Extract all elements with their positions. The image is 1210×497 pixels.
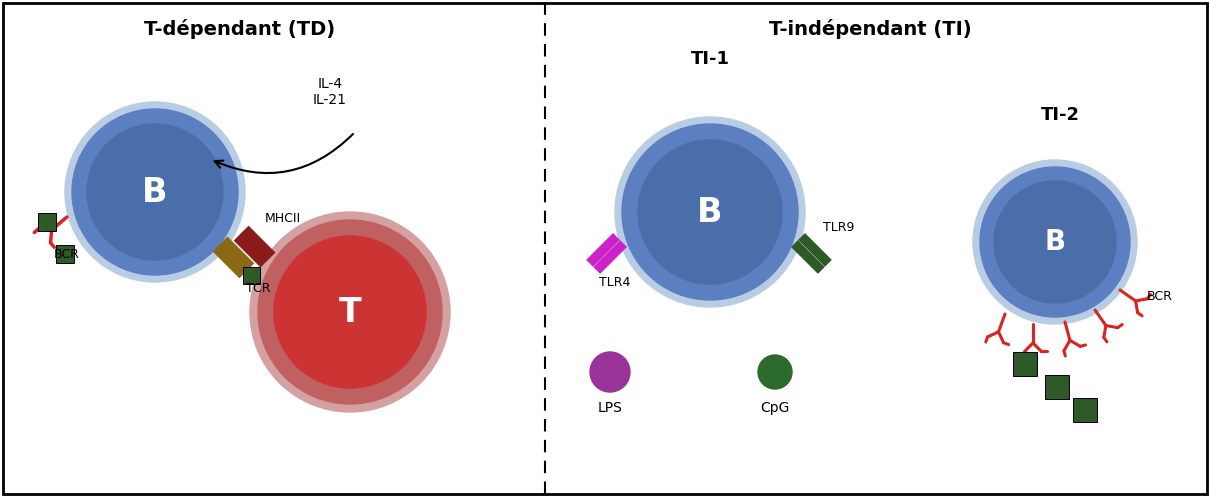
Circle shape [87,124,223,260]
Text: BCR: BCR [54,248,80,260]
Text: T-dépendant (TD): T-dépendant (TD) [144,19,335,39]
Circle shape [622,124,799,300]
Text: TCR: TCR [246,281,270,295]
Text: B: B [1044,228,1066,256]
Circle shape [250,212,450,412]
Text: TLR9: TLR9 [823,222,854,235]
Bar [1073,398,1097,422]
Bar [38,213,56,231]
Circle shape [258,220,442,404]
Text: CpG: CpG [760,401,790,415]
Text: T: T [339,296,362,329]
Text: B: B [697,195,722,229]
Circle shape [993,181,1116,303]
Text: TI-2: TI-2 [1041,106,1079,124]
Text: TI-1: TI-1 [691,50,730,68]
Text: T-indépendant (TI): T-indépendant (TI) [768,19,972,39]
Circle shape [273,236,426,388]
Circle shape [973,160,1137,324]
Circle shape [757,355,793,389]
Text: TLR4: TLR4 [599,275,630,288]
Bar [1045,375,1068,399]
Circle shape [980,167,1130,317]
Circle shape [590,352,630,392]
Text: B: B [143,175,168,209]
FancyBboxPatch shape [2,3,1208,494]
Circle shape [73,109,238,275]
Text: MHCII: MHCII [265,213,301,226]
Bar [56,245,74,263]
Circle shape [65,102,244,282]
Text: BCR: BCR [1147,291,1172,304]
Circle shape [638,140,782,284]
Circle shape [615,117,805,307]
Text: IL-4
IL-21: IL-4 IL-21 [313,77,347,107]
Bar [1013,352,1037,376]
FancyArrowPatch shape [214,134,353,173]
Bar [243,267,260,284]
Text: LPS: LPS [598,401,622,415]
